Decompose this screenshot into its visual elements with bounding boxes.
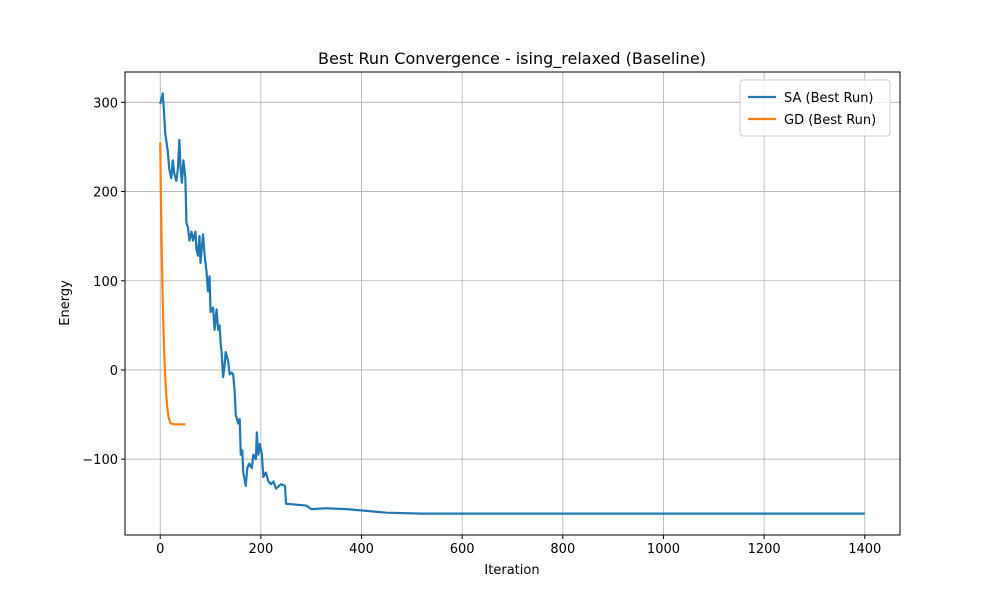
y-axis-label: Energy (58, 280, 73, 326)
x-tick-label: 600 (450, 542, 475, 557)
legend-label: GD (Best Run) (784, 113, 876, 128)
chart-title: Best Run Convergence - ising_relaxed (Ba… (318, 49, 706, 69)
x-axis-label: Iteration (484, 563, 539, 578)
y-tick-label: 0 (110, 364, 118, 379)
legend-box (739, 79, 891, 137)
x-tick-label: 200 (248, 542, 273, 557)
series-line (159, 142, 186, 426)
x-tick-label: 800 (550, 542, 575, 557)
plot-frame (124, 71, 901, 536)
x-tick-label: 400 (349, 542, 374, 557)
legend-label: SA (Best Run) (784, 91, 874, 106)
x-tick-label: 0 (156, 542, 164, 557)
x-tick-label: 1200 (748, 542, 781, 557)
x-tick-label: 1400 (848, 542, 881, 557)
y-tick-label: −100 (82, 453, 118, 468)
y-tick-label: 100 (93, 275, 118, 290)
y-tick-label: 200 (93, 186, 118, 201)
x-tick-label: 1000 (647, 542, 680, 557)
y-tick-label: 300 (93, 96, 118, 111)
series-line (159, 92, 865, 515)
